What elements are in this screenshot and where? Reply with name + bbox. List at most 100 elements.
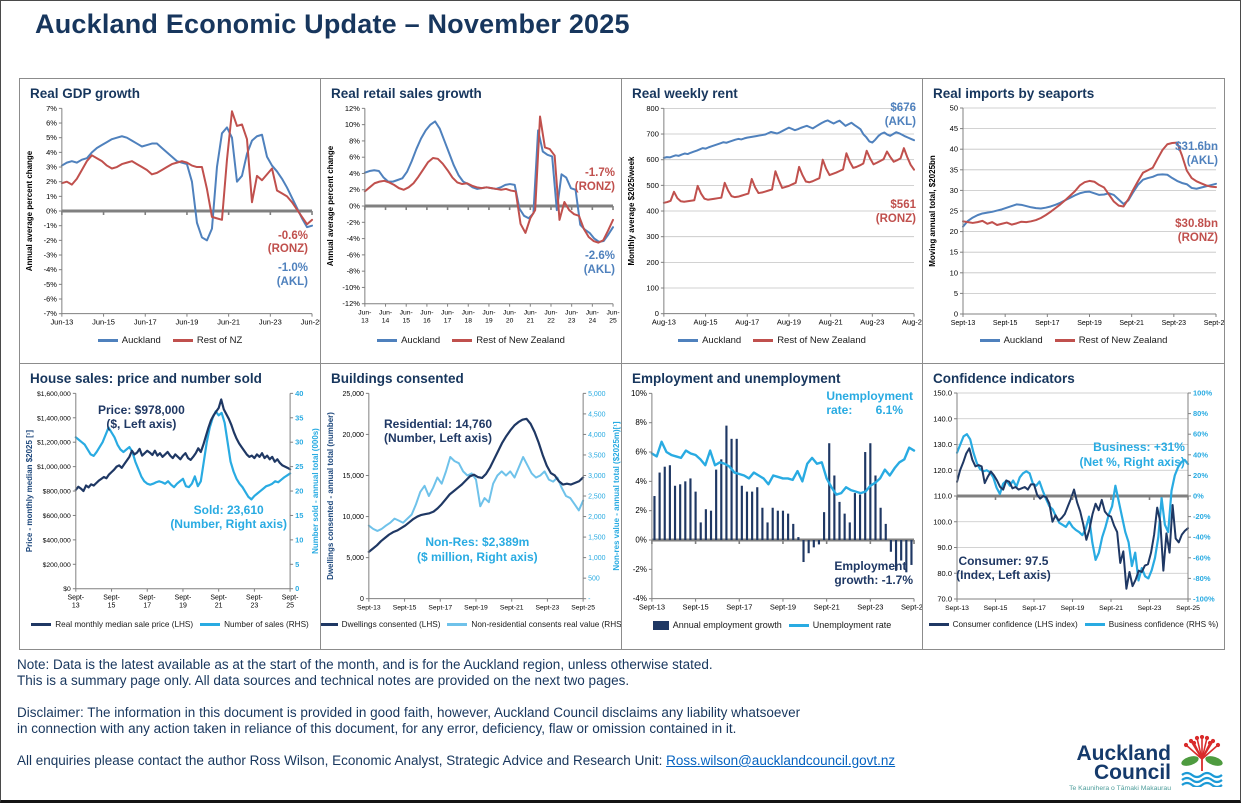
svg-text:Jun-21: Jun-21: [217, 318, 240, 327]
svg-text:400: 400: [646, 207, 658, 216]
legend-label: Unemployment rate: [812, 620, 892, 630]
chart-legend: Auckland Rest of NZ: [20, 335, 320, 346]
chart-annotation: Sold: 23,610 (Number, Right axis): [170, 503, 287, 532]
chart-legend: Auckland Rest of New Zealand: [622, 335, 922, 346]
svg-text:4,000: 4,000: [588, 432, 606, 439]
svg-text:3,500: 3,500: [588, 452, 606, 459]
svg-text:Jun-19: Jun-19: [482, 310, 495, 325]
svg-text:20%: 20%: [1193, 471, 1208, 480]
legend-line-swatch: [1084, 623, 1105, 626]
svg-text:20: 20: [295, 487, 303, 496]
svg-text:4,500: 4,500: [588, 411, 606, 418]
svg-text:10: 10: [950, 268, 958, 277]
chart-title-real-weekly-rent: Real weekly rent: [632, 86, 738, 101]
footer-notes: Note: Data is the latest available as at…: [17, 657, 895, 769]
chart-title-buildings-consented: Buildings consented: [331, 371, 464, 386]
svg-text:Sept-25: Sept-25: [1204, 320, 1224, 327]
svg-text:100: 100: [646, 284, 658, 293]
svg-text:500: 500: [588, 576, 600, 583]
svg-text:Sept-25: Sept-25: [571, 605, 595, 612]
chart-annotation: $676 (AKL): [884, 102, 916, 128]
svg-text:Jun-15: Jun-15: [400, 310, 413, 325]
svg-text:80.0: 80.0: [937, 569, 952, 578]
svg-text:Sept-21: Sept-21: [1119, 320, 1144, 327]
svg-text:8%: 8%: [635, 418, 647, 427]
panel-real-imports-by-seaports: Real imports by seaports 50 45 40 35 30 25 20 15…: [923, 79, 1224, 364]
disclaimer-line-2: in connection with any action taken in r…: [17, 721, 737, 737]
svg-text:Sept-17: Sept-17: [139, 595, 156, 610]
svg-text:150.0: 150.0: [933, 389, 952, 398]
svg-text:5%: 5%: [46, 133, 57, 142]
svg-text:500: 500: [646, 181, 658, 190]
chart-annotation: Consumer: 97.5 (Index, Left axis): [956, 554, 1051, 583]
svg-text:-2%: -2%: [633, 565, 647, 574]
panel-real-weekly-rent: Real weekly rent 800 700 600 500 400 300 200 100…: [622, 79, 923, 364]
svg-text:Jun-23: Jun-23: [565, 310, 578, 325]
svg-text:-1%: -1%: [44, 221, 58, 230]
disclaimer-line-1: Disclaimer: The information in this docu…: [17, 704, 801, 720]
svg-text:Jun-25: Jun-25: [606, 310, 619, 325]
svg-text:-40%: -40%: [1193, 533, 1211, 542]
svg-text:Sept-19: Sept-19: [1061, 605, 1085, 612]
svg-text:-3%: -3%: [44, 251, 58, 260]
svg-text:Jun-19: Jun-19: [176, 318, 199, 327]
svg-text:Jun-22: Jun-22: [544, 310, 557, 325]
chart-title-real-gdp-growth: Real GDP growth: [30, 86, 141, 101]
svg-text:-7%: -7%: [44, 309, 58, 318]
svg-text:0%: 0%: [1193, 492, 1204, 501]
chart-annotation: Unemployment rate: 6.1%: [826, 389, 913, 418]
svg-text:5: 5: [954, 289, 958, 298]
contact-email-link[interactable]: Ross.wilson@aucklandcouncil.govt.nz: [666, 752, 896, 768]
svg-text:30: 30: [295, 438, 303, 447]
svg-text:Aug-15: Aug-15: [694, 318, 718, 327]
svg-text:Sept-23: Sept-23: [1138, 605, 1162, 612]
chart-annotation: -2.6% (AKL): [583, 250, 615, 277]
chart-canvas-confidence-indicators: 150.0 140.0 130.0 120.0 110.0 100.0 90.0 80.0 70…: [933, 389, 1215, 613]
svg-text:Sept-15: Sept-15: [984, 605, 1008, 612]
svg-text:Aug-19: Aug-19: [777, 318, 801, 327]
svg-text:Price - monthly median $2025 [: Price - monthly median $2025 [¹]: [25, 430, 34, 553]
chart-title-house-sales-price-and-number-sold: House sales: price and number sold: [30, 371, 262, 386]
contact-text: All enquiries please contact the author …: [17, 752, 667, 768]
svg-text:Jun-16: Jun-16: [420, 310, 433, 325]
chart-annotation: Business: +31% (Net %, Right axis): [1079, 440, 1185, 469]
logo-text-line1: Auckland: [1076, 741, 1171, 765]
svg-text:Jun-13: Jun-13: [358, 310, 371, 325]
legend-line-swatch: [979, 339, 1000, 342]
logo-text-line2: Council: [1094, 761, 1171, 785]
svg-text:Annual average percent change: Annual average percent change: [326, 145, 335, 266]
legend-line-swatch: [97, 339, 118, 342]
chart-buildings-consented: 25,000 20,000 15,000 10,000 5,000 0 5,000 4,500…: [321, 387, 621, 619]
legend-line-swatch: [200, 623, 221, 626]
svg-text:Sept-23: Sept-23: [246, 595, 263, 610]
legend-label: Dwellings consented (LHS): [341, 620, 441, 629]
svg-text:Jun-25: Jun-25: [301, 318, 320, 327]
chart-annotation: Employment growth: -1.7%: [834, 558, 913, 587]
svg-text:20: 20: [950, 227, 958, 236]
svg-text:Sept-23: Sept-23: [1162, 320, 1187, 327]
svg-text:800: 800: [646, 104, 658, 113]
svg-text:7%: 7%: [46, 104, 57, 113]
svg-text:Sept-17: Sept-17: [1022, 605, 1046, 612]
svg-text:40%: 40%: [1193, 450, 1208, 459]
svg-text:120.0: 120.0: [933, 466, 952, 475]
panel-house-sales-price-and-number-sold: House sales: price and number sold $1,600…: [20, 364, 321, 649]
chart-real-imports-by-seaports: 50 45 40 35 30 25 20 15 10 5 0 Sept-13 Sept-15 Sept-1…: [923, 102, 1224, 334]
legend-label: Auckland: [702, 335, 742, 346]
svg-text:Non-res value - annual total (: Non-res value - annual total ($2025m)[¹]: [612, 421, 621, 571]
chart-title-confidence-indicators: Confidence indicators: [933, 371, 1075, 386]
svg-text:Sept-15: Sept-15: [683, 603, 709, 612]
svg-text:Sept-13: Sept-13: [639, 603, 665, 612]
chart-real-retail-sales-growth: 12% 10% 8% 6% 4% 2% 0% -2% -4% -6% -8% -10% -12% Jun-…: [321, 102, 621, 334]
svg-text:Jun-24: Jun-24: [586, 310, 599, 325]
svg-text:Sept-17: Sept-17: [428, 605, 452, 612]
svg-text:Sept-25: Sept-25: [1176, 605, 1200, 612]
svg-text:8%: 8%: [349, 136, 360, 145]
chart-annotation: -1.0% (AKL): [276, 262, 308, 288]
svg-text:4%: 4%: [349, 169, 360, 178]
svg-text:Dwellings consented - annual t: Dwellings consented - annual total (numb…: [326, 412, 335, 580]
svg-text:300: 300: [646, 232, 658, 241]
svg-text:-5%: -5%: [44, 280, 58, 289]
